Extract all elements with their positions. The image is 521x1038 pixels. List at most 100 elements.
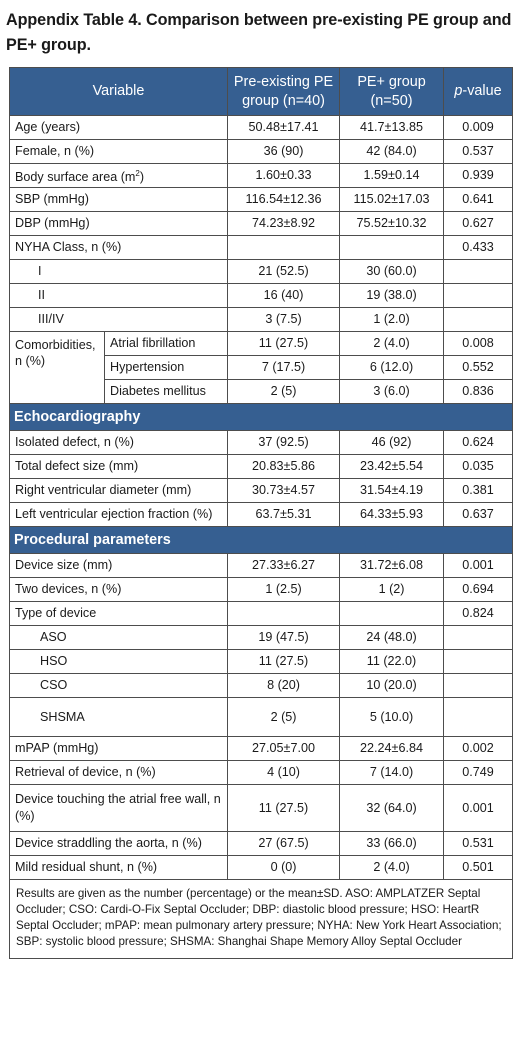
row-label: I [8,259,229,284]
comorbidities-label: Comorbidities, n (%) [9,331,105,404]
row-label: Right ventricular diameter (mm) [8,478,229,503]
cell-pre-existing: 74.23±8.92 [227,211,341,236]
row-label: Total defect size (mm) [8,454,229,479]
cell-pre-existing: 1.60±0.33 [227,163,341,188]
cell-p-value: 0.537 [443,139,514,164]
table-row: Left ventricular ejection fraction (%) 6… [8,502,514,527]
table-row: Two devices, n (%) 1 (2.5) 1 (2) 0.694 [8,577,514,602]
cell-p-value: 0.001 [443,784,514,832]
cell-p-value: 0.552 [443,355,514,380]
cell-pe-plus [339,601,445,626]
cell-pre-existing: 16 (40) [227,283,341,308]
section-row-echocardiography: Echocardiography [8,403,514,431]
row-label: Device touching the atrial free wall, n … [8,784,229,832]
cell-p-value [443,307,514,332]
table-row: Device straddling the aorta, n (%) 27 (6… [8,831,514,856]
cell-p-value: 0.624 [443,430,514,455]
cell-pe-plus: 115.02±17.03 [339,187,445,212]
cell-pre-existing: 27 (67.5) [227,831,341,856]
row-sublabel: Atrial fibrillation [103,331,229,356]
row-label: Isolated defect, n (%) [8,430,229,455]
cell-pe-plus: 64.33±5.93 [339,502,445,527]
header-pre-existing-pe: Pre-existing PE group (n=40) [227,67,341,116]
section-heading: Procedural parameters [8,526,514,554]
cell-pre-existing: 2 (5) [227,379,341,404]
row-label: NYHA Class, n (%) [8,235,229,260]
section-row-procedural: Procedural parameters [8,526,514,554]
row-sublabel: Hypertension [103,355,229,380]
row-sublabel: Diabetes mellitus [103,379,229,404]
cell-pe-plus: 19 (38.0) [339,283,445,308]
table-row: Right ventricular diameter (mm) 30.73±4.… [8,478,514,503]
cell-pre-existing: 1 (2.5) [227,577,341,602]
cell-pe-plus: 75.52±10.32 [339,211,445,236]
cell-p-value: 0.939 [443,163,514,188]
table-row: CSO 8 (20) 10 (20.0) [8,673,514,698]
cell-p-value: 0.749 [443,760,514,785]
cell-pre-existing: 8 (20) [227,673,341,698]
table-row: Isolated defect, n (%) 37 (92.5) 46 (92)… [8,430,514,455]
cell-pre-existing: 11 (27.5) [227,331,341,356]
cell-pre-existing: 21 (52.5) [227,259,341,284]
header-p-rest: -value [462,83,502,99]
row-label: SHSMA [8,697,229,737]
row-label: CSO [8,673,229,698]
label-text: Body surface area (m [15,170,136,185]
cell-pre-existing: 11 (27.5) [227,784,341,832]
cell-p-value: 0.836 [443,379,514,404]
cell-p-value [443,625,514,650]
cell-pe-plus: 23.42±5.54 [339,454,445,479]
cell-pe-plus: 7 (14.0) [339,760,445,785]
cell-pe-plus: 6 (12.0) [339,355,445,380]
table-footnote: Results are given as the number (percent… [8,879,514,959]
cell-pe-plus: 1 (2.0) [339,307,445,332]
cell-pre-existing [227,601,341,626]
row-label: SBP (mmHg) [8,187,229,212]
table-row: II 16 (40) 19 (38.0) [8,283,514,308]
row-label: Two devices, n (%) [8,577,229,602]
cell-p-value: 0.641 [443,187,514,212]
table-row: Female, n (%) 36 (90) 42 (84.0) 0.537 [8,139,514,164]
header-pre-existing-pe-line1: Pre-existing PE [233,73,334,90]
cell-p-value [443,259,514,284]
cell-pe-plus [339,235,445,260]
label-superscript: 2 [135,168,140,178]
cell-p-value: 0.824 [443,601,514,626]
table-row: Device size (mm) 27.33±6.27 31.72±6.08 0… [8,553,514,578]
cell-pre-existing: 0 (0) [227,855,341,880]
cell-pre-existing: 30.73±4.57 [227,478,341,503]
cell-pe-plus: 11 (22.0) [339,649,445,674]
table-row: Retrieval of device, n (%) 4 (10) 7 (14.… [8,760,514,785]
header-variable: Variable [8,67,229,116]
header-pe-plus-line2: (n=50) [370,92,413,109]
row-label: DBP (mmHg) [8,211,229,236]
row-label: Mild residual shunt, n (%) [8,855,229,880]
cell-pe-plus: 32 (64.0) [339,784,445,832]
cell-p-value: 0.501 [443,855,514,880]
cell-pe-plus: 41.7±13.85 [339,115,445,140]
header-p-italic: p [454,83,463,99]
comparison-table: Variable Pre-existing PE group (n=40) PE… [8,67,514,959]
cell-pre-existing: 50.48±17.41 [227,115,341,140]
row-label: mPAP (mmHg) [8,736,229,761]
cell-pre-existing: 7 (17.5) [227,355,341,380]
label-text-end: ) [139,170,145,185]
cell-p-value [443,649,514,674]
cell-p-value: 0.637 [443,502,514,527]
header-pre-existing-pe-line2: group (n=40) [242,92,325,109]
row-label: III/IV [8,307,229,332]
footnote-row: Results are given as the number (percent… [8,879,514,959]
table-row: NYHA Class, n (%) 0.433 [8,235,514,260]
cell-pre-existing: 116.54±12.36 [227,187,341,212]
cell-pre-existing: 19 (47.5) [227,625,341,650]
cell-p-value: 0.531 [443,831,514,856]
cell-pe-plus: 1 (2) [339,577,445,602]
cell-pe-plus: 5 (10.0) [339,697,445,737]
cell-pe-plus: 24 (48.0) [339,625,445,650]
cell-pre-existing: 63.7±5.31 [227,502,341,527]
row-label: II [8,283,229,308]
row-label: Female, n (%) [8,139,229,164]
header-pe-plus: PE+ group (n=50) [339,67,445,116]
table-row: mPAP (mmHg) 27.05±7.00 22.24±6.84 0.002 [8,736,514,761]
table-row: SBP (mmHg) 116.54±12.36 115.02±17.03 0.6… [8,187,514,212]
